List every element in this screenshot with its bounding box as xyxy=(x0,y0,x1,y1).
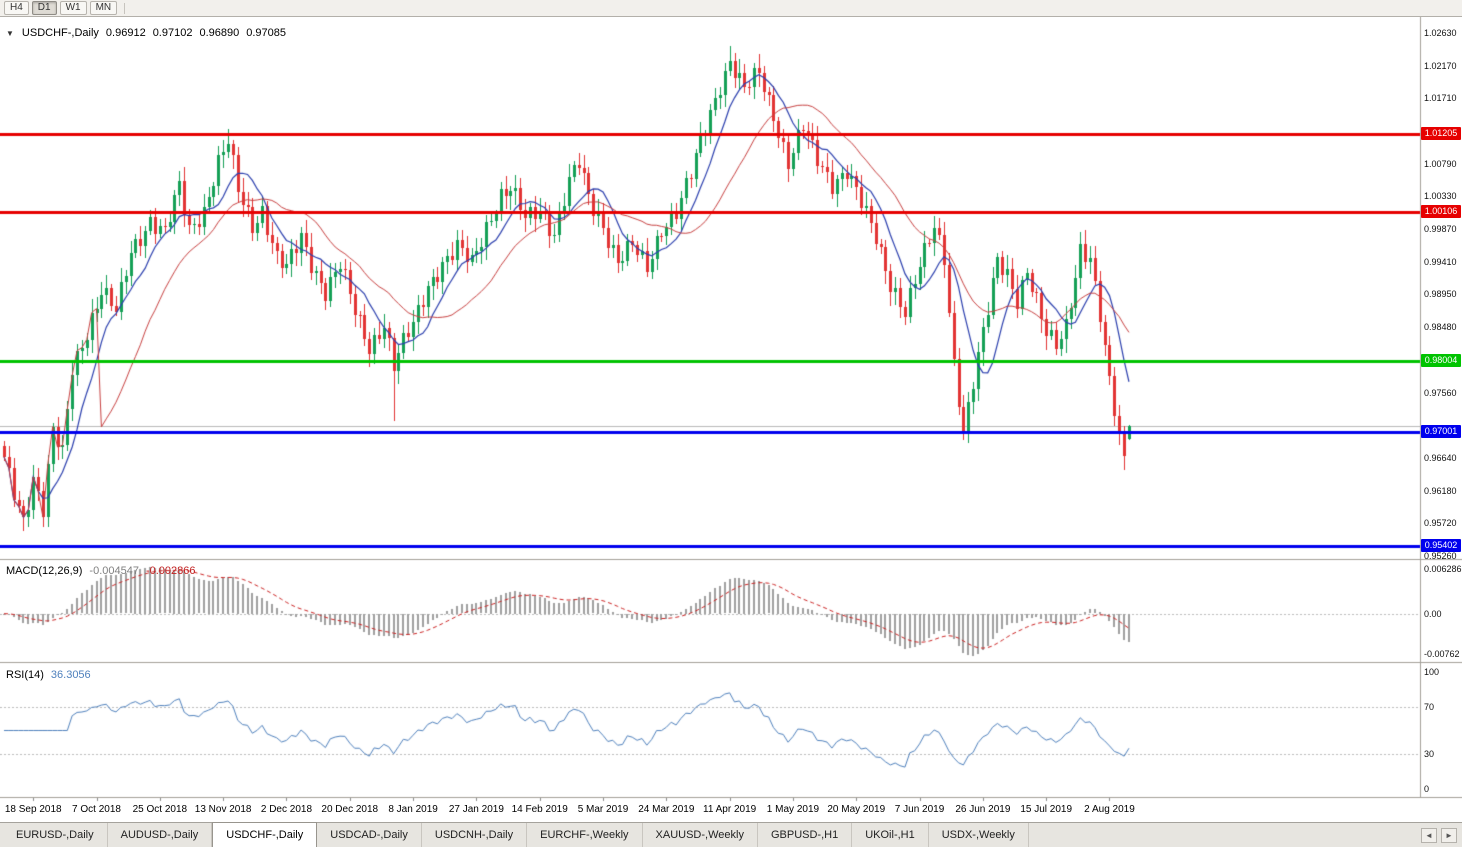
quote-high-value: 0.97102 xyxy=(152,27,193,39)
timeframe-toolbar: H4 D1 W1 MN xyxy=(0,0,1462,17)
toolbar-separator xyxy=(124,2,126,14)
tab-scroll-controls: ◄ ► xyxy=(1421,828,1457,843)
macd-main-value: -0.004547 xyxy=(89,565,139,577)
rsi-indicator-label: RSI(14) 36.3056 xyxy=(6,669,91,681)
quote-low-value: 0.96890 xyxy=(199,27,240,39)
macd-name: MACD(12,26,9) xyxy=(6,565,83,577)
chart-tab-xauusd-weekly[interactable]: XAUUSD-,Weekly xyxy=(643,823,758,847)
chart-tab-eurusd-daily[interactable]: EURUSD-,Daily xyxy=(3,823,108,847)
chart-tab-usdchf-daily[interactable]: USDCHF-,Daily xyxy=(212,822,318,847)
tab-scroll-right-button[interactable]: ► xyxy=(1441,828,1457,843)
price-chart-canvas[interactable] xyxy=(0,17,1462,822)
chart-tab-eurchf-weekly[interactable]: EURCHF-,Weekly xyxy=(527,823,643,847)
quote-close-value: 0.97085 xyxy=(246,27,286,39)
quote-open-value: 0.96912 xyxy=(105,27,146,39)
timeframe-button-mn[interactable]: MN xyxy=(89,1,118,15)
timeframe-button-d1[interactable]: D1 xyxy=(31,1,57,15)
chart-tab-usdcnh-daily[interactable]: USDCNH-,Daily xyxy=(422,823,528,847)
chart-tab-gbpusd-h1[interactable]: GBPUSD-,H1 xyxy=(758,823,853,847)
chart-window: ▼ USDCHF-,Daily 0.96912 0.97102 0.96890 … xyxy=(0,17,1462,822)
chart-collapse-icon[interactable]: ▼ xyxy=(6,28,14,38)
chart-tab-usdx-weekly[interactable]: USDX-,Weekly xyxy=(929,823,1029,847)
timeframe-button-w1[interactable]: W1 xyxy=(59,1,87,15)
chart-title: ▼ USDCHF-,Daily 0.96912 0.97102 0.96890 … xyxy=(6,27,286,39)
macd-signal-value: -0.002866 xyxy=(145,565,196,577)
chart-tab-ukoil-h1[interactable]: UKOil-,H1 xyxy=(852,823,929,847)
macd-indicator-label: MACD(12,26,9) -0.004547 -0.002866 xyxy=(6,565,196,577)
timeframe-button-h4[interactable]: H4 xyxy=(4,1,29,15)
rsi-value: 36.3056 xyxy=(50,669,91,681)
chart-tabbar: EURUSD-,Daily AUDUSD-,Daily USDCHF-,Daily U… xyxy=(0,822,1462,847)
rsi-name: RSI(14) xyxy=(6,669,44,681)
chart-tab-usdcad-daily[interactable]: USDCAD-,Daily xyxy=(317,823,422,847)
chart-tab-audusd-daily[interactable]: AUDUSD-,Daily xyxy=(108,823,213,847)
chart-symbol-label: USDCHF-,Daily xyxy=(21,27,99,39)
tab-scroll-left-button[interactable]: ◄ xyxy=(1421,828,1437,843)
